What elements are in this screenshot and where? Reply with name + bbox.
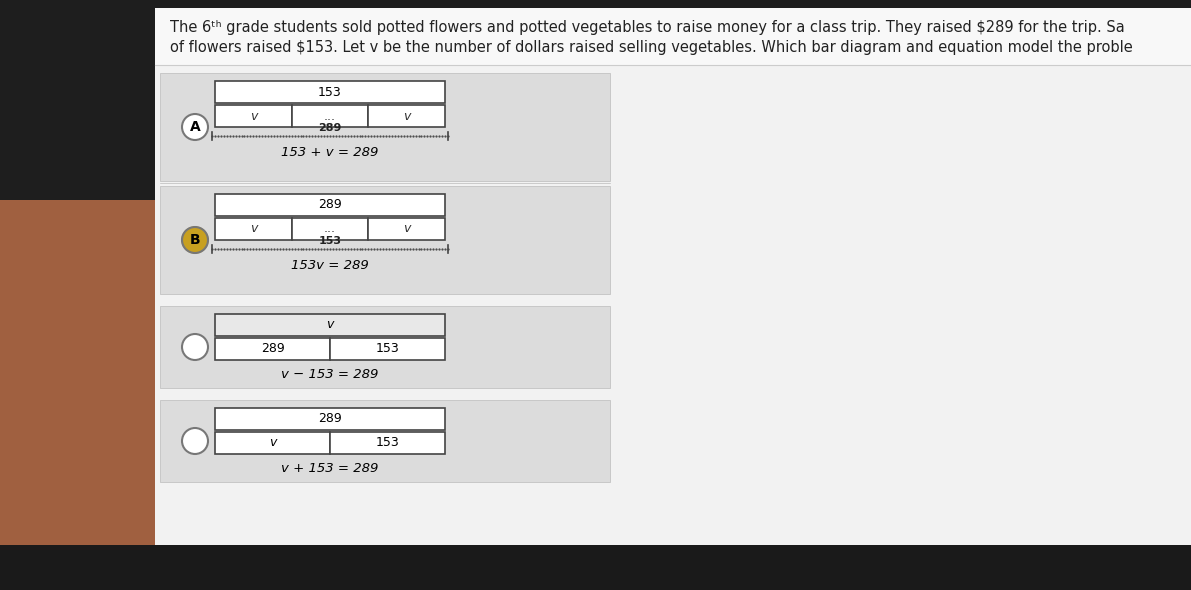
Bar	[155, 0, 1191, 590]
Text: v: v	[250, 110, 257, 123]
Bar	[368, 218, 445, 240]
Text: v: v	[269, 437, 276, 450]
Text: 289: 289	[318, 198, 342, 211]
Text: v: v	[403, 222, 411, 235]
Bar	[0, 0, 1191, 8]
Bar	[216, 314, 445, 336]
Bar	[292, 218, 368, 240]
Text: 289: 289	[261, 343, 285, 356]
Text: 153: 153	[318, 86, 342, 99]
Text: ...: ...	[324, 110, 336, 123]
Bar	[216, 408, 445, 430]
Bar	[160, 186, 610, 294]
Bar	[216, 105, 292, 127]
Text: v − 153 = 289: v − 153 = 289	[281, 368, 379, 381]
Circle shape	[182, 114, 208, 140]
Bar	[330, 338, 445, 360]
Text: v: v	[326, 319, 333, 332]
Bar	[0, 545, 1191, 590]
Text: v + 153 = 289: v + 153 = 289	[281, 462, 379, 475]
Bar	[216, 338, 330, 360]
Text: 153v = 289: 153v = 289	[291, 259, 369, 272]
Text: of flowers raised $153. Let v be the number of dollars raised selling vegetables: of flowers raised $153. Let v be the num…	[170, 40, 1133, 55]
Bar	[216, 218, 292, 240]
Text: 153: 153	[318, 236, 342, 246]
Text: 289: 289	[318, 412, 342, 425]
Text: 153 + v = 289: 153 + v = 289	[281, 146, 379, 159]
Circle shape	[182, 334, 208, 360]
Bar	[160, 306, 610, 388]
Text: B: B	[189, 233, 200, 247]
Circle shape	[182, 428, 208, 454]
Bar	[0, 200, 155, 590]
Text: The 6ᵗʰ grade students sold potted flowers and potted vegetables to raise money : The 6ᵗʰ grade students sold potted flowe…	[170, 20, 1124, 35]
Text: A: A	[189, 120, 200, 134]
Text: v: v	[403, 110, 411, 123]
Bar	[155, 0, 1191, 65]
Text: 153: 153	[375, 437, 399, 450]
Text: v: v	[250, 222, 257, 235]
Text: 289: 289	[318, 123, 342, 133]
Bar	[160, 73, 610, 181]
Bar	[292, 105, 368, 127]
Bar	[216, 432, 330, 454]
Text: ...: ...	[324, 222, 336, 235]
Bar	[160, 400, 610, 482]
Bar	[0, 0, 155, 200]
Bar	[330, 432, 445, 454]
Bar	[368, 105, 445, 127]
Circle shape	[182, 227, 208, 253]
Text: 153: 153	[375, 343, 399, 356]
Bar	[216, 194, 445, 216]
Bar	[216, 81, 445, 103]
